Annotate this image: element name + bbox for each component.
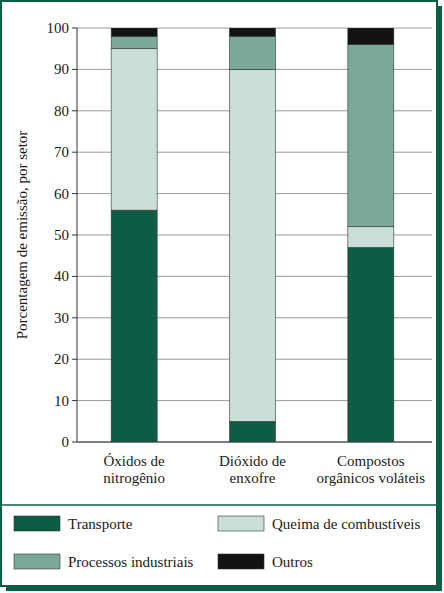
tick-mark — [72, 359, 77, 360]
bar-segment — [111, 28, 157, 36]
bar-segment — [348, 227, 394, 248]
tick-label: 40 — [54, 268, 69, 284]
tick-mark — [72, 276, 77, 277]
chart-root: 0 10 20 30 40 50 60 70 80 90 100 Porcentagem de emi… — [0, 0, 444, 593]
category-label-line: enxofre — [230, 470, 276, 486]
legend-divider — [1, 504, 437, 506]
legend-label: Transporte — [68, 516, 133, 532]
tick-label: 10 — [54, 393, 69, 409]
tick-mark — [72, 110, 77, 111]
bar-segment — [348, 28, 394, 45]
y-axis-label: Porcentagem de emissão, por setor — [14, 131, 30, 340]
tick-label: 100 — [47, 20, 70, 36]
legend-label: Queima de combustíveis — [272, 516, 420, 532]
bar-segment — [230, 28, 276, 36]
bar-segment — [230, 36, 276, 69]
tick-mark — [72, 152, 77, 153]
category-label-line: Dióxido de — [219, 453, 286, 469]
tick-mark — [72, 69, 77, 70]
tick-mark — [72, 28, 77, 29]
legend-swatch — [218, 516, 264, 531]
tick-label: 90 — [54, 61, 69, 77]
category-label-line: nitrogênio — [103, 470, 165, 486]
chart-svg: 0 10 20 30 40 50 60 70 80 90 100 Porcentagem de emi… — [0, 0, 444, 593]
tick-label: 60 — [54, 186, 69, 202]
bar-segment — [348, 247, 394, 442]
category-label: Compostosorgânicos voláteis — [317, 453, 426, 486]
tick-mark — [72, 317, 77, 318]
legend-swatch — [14, 516, 60, 531]
tick-label: 70 — [54, 144, 69, 160]
legend-label: Processos industriais — [68, 554, 194, 570]
legend-swatch — [14, 554, 60, 569]
legend-swatch — [218, 554, 264, 569]
category-label-line: Óxidos de — [104, 453, 166, 469]
tick-mark — [72, 442, 77, 443]
category-label-line: orgânicos voláteis — [317, 470, 426, 486]
tick-mark — [72, 400, 77, 401]
legend-label: Outros — [272, 554, 313, 570]
tick-label: 0 — [62, 434, 70, 450]
category-label-line: Compostos — [337, 453, 405, 469]
bar-segment — [111, 210, 157, 442]
bar-segment — [230, 69, 276, 421]
y-axis — [77, 28, 78, 442]
bar-segment — [348, 45, 394, 227]
bars — [111, 28, 394, 442]
tick-mark — [72, 193, 77, 194]
bar-segment — [111, 49, 157, 210]
tick-label: 80 — [54, 103, 69, 119]
tick-mark — [72, 235, 77, 236]
category-label: Dióxido deenxofre — [219, 453, 286, 486]
category-label: Óxidos denitrogênio — [103, 453, 165, 486]
tick-label: 20 — [54, 351, 69, 367]
tick-label: 50 — [54, 227, 69, 243]
bar-segment — [230, 421, 276, 442]
tick-label: 30 — [54, 310, 69, 326]
frame — [1, 1, 437, 586]
bar-segment — [111, 36, 157, 48]
